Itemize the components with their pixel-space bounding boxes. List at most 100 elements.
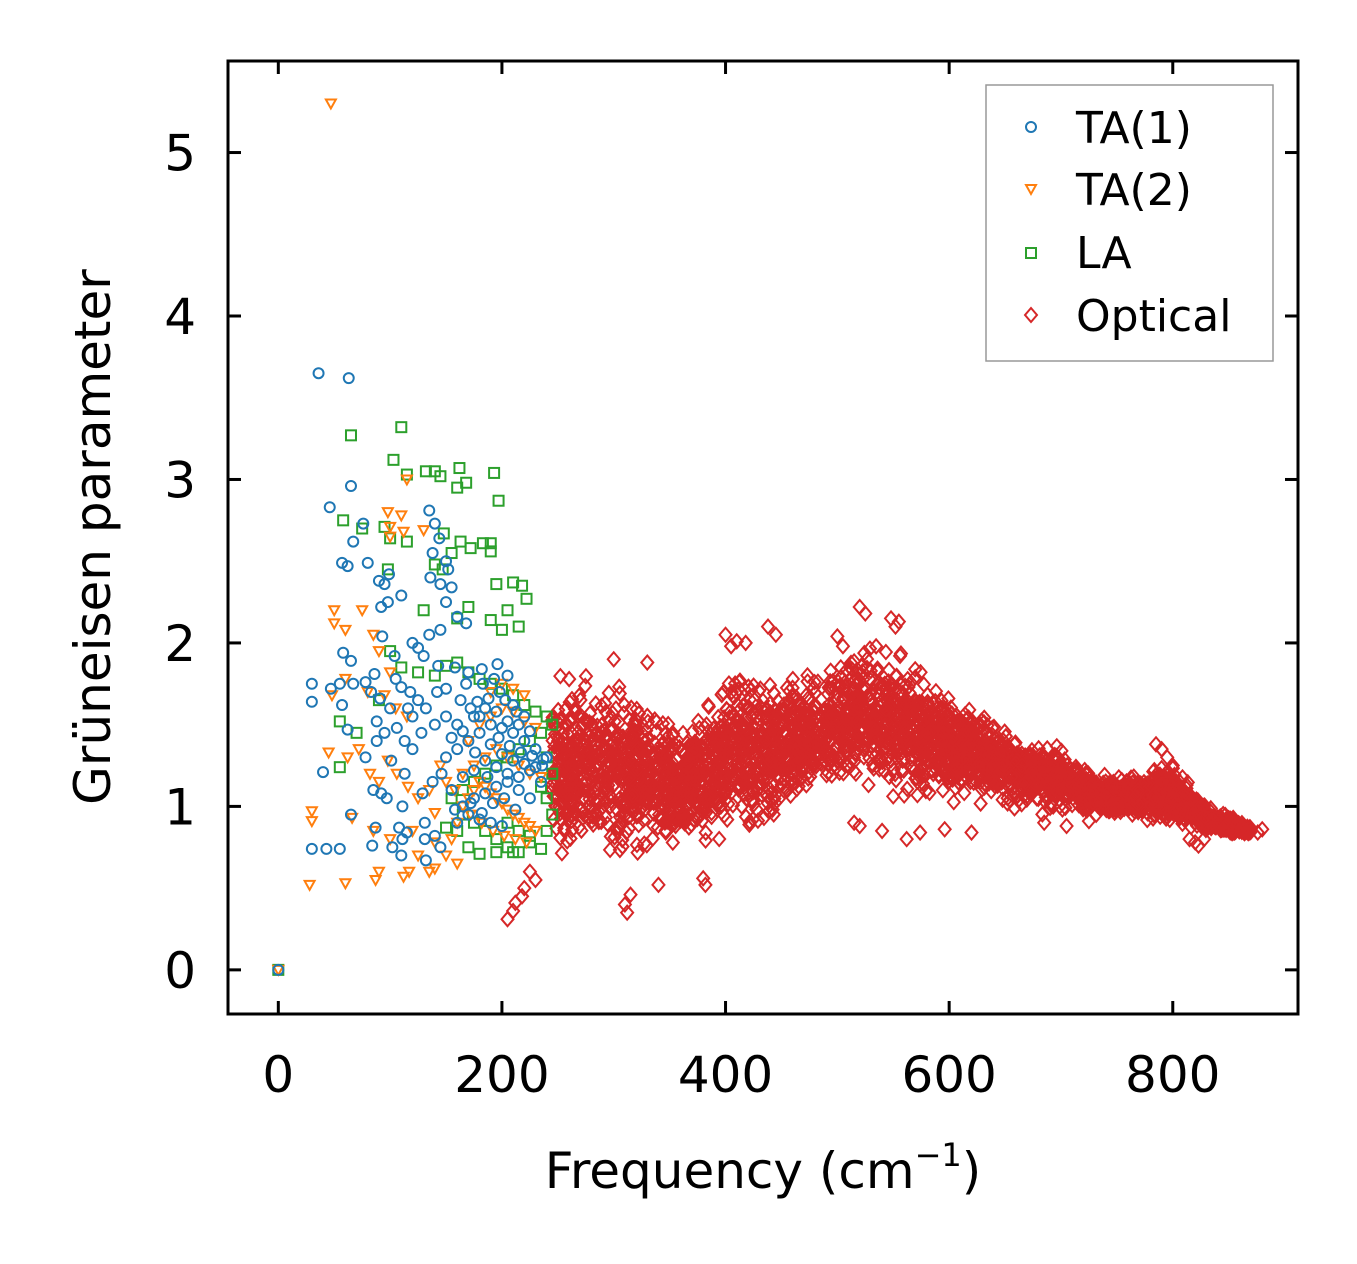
optical-point xyxy=(708,762,724,781)
optical-point xyxy=(758,740,774,759)
optical-point xyxy=(621,758,637,776)
la-point xyxy=(512,620,525,633)
ta1-point xyxy=(378,726,391,739)
optical-point xyxy=(898,717,914,735)
optical-point xyxy=(667,810,683,828)
ta2-point xyxy=(340,752,355,765)
optical-point xyxy=(578,764,594,782)
optical-point xyxy=(1163,782,1179,801)
ta1-point xyxy=(518,757,531,770)
optical-point xyxy=(516,879,532,897)
optical-point xyxy=(665,834,681,852)
x-axis-title: Frequency (cm−1) xyxy=(545,1136,982,1200)
optical-point xyxy=(893,645,909,663)
ta1-point xyxy=(366,839,379,852)
ta1-point xyxy=(535,775,548,788)
optical-point xyxy=(1196,830,1212,848)
ta1-point xyxy=(490,761,503,774)
optical-point xyxy=(1039,772,1055,791)
ta1-point xyxy=(484,816,497,829)
optical-point xyxy=(857,604,873,623)
ta1-point xyxy=(492,731,505,744)
ta1-point xyxy=(488,672,501,685)
ta1-point xyxy=(512,718,525,731)
ta1-point xyxy=(460,677,473,690)
optical-point xyxy=(714,796,730,814)
la-point xyxy=(395,421,408,434)
optical-point xyxy=(868,721,883,740)
ta2-point xyxy=(327,618,341,631)
la-point xyxy=(344,429,357,442)
optical-point xyxy=(917,745,932,763)
ta2-point xyxy=(517,690,531,703)
ta1-point xyxy=(512,770,525,783)
optical-point xyxy=(578,667,594,685)
optical-point xyxy=(996,757,1012,775)
optical-point xyxy=(675,781,691,799)
ta1-point xyxy=(344,654,357,667)
optical-point xyxy=(986,753,1001,771)
optical-point xyxy=(930,744,946,762)
optical-point xyxy=(776,695,792,714)
optical-point xyxy=(1035,746,1051,764)
optical-point xyxy=(832,764,847,782)
optical-point xyxy=(801,689,816,707)
optical-point xyxy=(806,679,822,697)
optical-point xyxy=(566,803,581,821)
optical-point xyxy=(1070,761,1086,779)
optical-point xyxy=(616,794,632,812)
optical-point xyxy=(934,702,950,720)
ta1-point xyxy=(359,676,372,689)
optical-point xyxy=(903,718,919,736)
legend-marker-la xyxy=(1025,247,1037,259)
ta1-point xyxy=(467,710,480,723)
optical-point xyxy=(729,632,745,650)
ta2-point xyxy=(321,747,336,760)
ta1-point xyxy=(344,808,357,821)
ta1-point xyxy=(486,797,499,810)
optical-point xyxy=(603,755,618,773)
optical-point xyxy=(710,737,726,755)
optical-point xyxy=(825,672,841,690)
la-point xyxy=(501,604,514,617)
optical-point xyxy=(713,780,729,798)
optical-point xyxy=(697,795,712,813)
optical-point xyxy=(940,753,956,771)
ta1-point xyxy=(357,517,370,530)
optical-point xyxy=(578,712,594,730)
la-point xyxy=(495,623,508,636)
ta1-point xyxy=(484,718,497,731)
optical-point xyxy=(758,732,774,750)
ta2-point xyxy=(396,526,411,539)
optical-point xyxy=(777,749,793,767)
la-point xyxy=(490,846,503,859)
legend-label-ta2: TA(2) xyxy=(1075,165,1192,216)
optical-point xyxy=(1153,776,1169,794)
optical-point xyxy=(904,721,920,739)
ta1-point xyxy=(490,780,503,793)
ta2-point xyxy=(302,879,317,892)
optical-point xyxy=(931,753,947,771)
optical-point xyxy=(574,717,590,735)
optical-point xyxy=(646,803,661,821)
optical-point xyxy=(574,822,589,840)
optical-point xyxy=(996,754,1012,772)
ta2-point xyxy=(368,874,383,888)
optical-point xyxy=(710,708,726,726)
la-point xyxy=(381,563,394,576)
optical-point xyxy=(1048,786,1063,804)
optical-point xyxy=(1022,759,1038,777)
optical-point xyxy=(742,739,757,757)
optical-point xyxy=(1076,792,1092,810)
optical-point xyxy=(570,723,586,741)
ta1-point xyxy=(473,813,486,826)
ta2-point xyxy=(528,722,543,735)
optical-point xyxy=(1179,776,1194,794)
optical-point xyxy=(1033,776,1048,794)
ta1-point xyxy=(398,767,411,780)
ta1-point xyxy=(462,808,475,821)
optical-point xyxy=(1235,818,1251,836)
ta1-point xyxy=(507,726,520,739)
optical-point xyxy=(1124,799,1140,817)
